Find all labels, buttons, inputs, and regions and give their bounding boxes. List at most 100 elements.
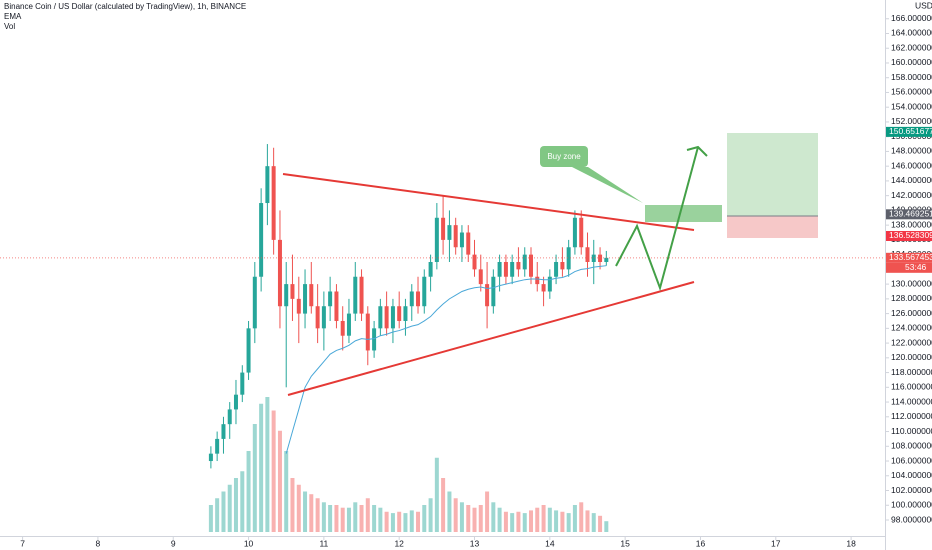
candle-body bbox=[516, 262, 521, 270]
y-tick-label: 98.0000000 bbox=[891, 514, 932, 524]
y-tick-label: 110.0000000 bbox=[891, 426, 932, 436]
candle-body bbox=[447, 225, 452, 240]
candle-body bbox=[522, 254, 527, 270]
candle-body bbox=[334, 291, 339, 321]
y-tick-label: 164.0000000 bbox=[891, 28, 932, 38]
plot bbox=[0, 144, 885, 532]
candle-body bbox=[359, 276, 364, 314]
candle-body bbox=[397, 306, 402, 321]
volume-bar bbox=[252, 424, 257, 532]
y-tick-label: 148.0000000 bbox=[891, 146, 932, 156]
price-axis: 98.0000000 100.0000000 102.0000000 104.0000… bbox=[885, 13, 932, 524]
callout-text: Buy zone bbox=[547, 152, 581, 161]
price-label: 150.6516775 bbox=[889, 126, 932, 136]
candle-body bbox=[572, 217, 577, 248]
x-tick-label: 9 bbox=[171, 538, 176, 548]
candle-body bbox=[271, 166, 276, 240]
candle-body bbox=[459, 232, 464, 248]
candle-body bbox=[453, 225, 458, 248]
y-tick-label: 118.0000000 bbox=[891, 367, 932, 377]
volume-bar bbox=[359, 505, 364, 532]
volume-bar bbox=[365, 498, 370, 532]
candle-body bbox=[233, 394, 238, 410]
candle-body bbox=[284, 284, 289, 307]
volume-bar bbox=[384, 511, 389, 532]
volume-bar bbox=[428, 498, 433, 532]
volume-bar bbox=[491, 502, 496, 532]
volume-bar bbox=[315, 498, 320, 532]
chart-title: Binance Coin / US Dollar (calculated by … bbox=[4, 2, 246, 11]
candle-body bbox=[485, 284, 490, 307]
y-tick-label: 146.0000000 bbox=[891, 160, 932, 170]
volume-bar bbox=[296, 484, 301, 532]
volume-bar bbox=[485, 491, 490, 532]
candle-body bbox=[566, 247, 571, 270]
x-tick-label: 13 bbox=[470, 538, 480, 548]
arrow-head bbox=[686, 145, 708, 157]
volume-bar bbox=[416, 511, 421, 532]
callout-pointer bbox=[572, 167, 643, 203]
candle-body bbox=[585, 247, 590, 262]
volume-bar bbox=[466, 505, 471, 532]
volume-bar bbox=[478, 505, 483, 532]
volume-bar bbox=[516, 511, 521, 532]
candle-body bbox=[378, 306, 383, 329]
candle-body bbox=[491, 276, 496, 307]
volume-bar bbox=[208, 505, 213, 532]
trend-line bbox=[282, 173, 695, 231]
candle-body bbox=[321, 306, 326, 329]
candle-body bbox=[541, 284, 546, 292]
candle-body bbox=[591, 254, 596, 262]
y-tick-label: 158.0000000 bbox=[891, 72, 932, 82]
volume-bar bbox=[403, 513, 408, 532]
candle-body bbox=[560, 262, 565, 270]
y-tick-label: 152.0000000 bbox=[891, 116, 932, 126]
x-tick-label: 17 bbox=[771, 538, 781, 548]
volume-bar bbox=[353, 502, 358, 532]
volume-bar bbox=[572, 505, 577, 532]
candle-body bbox=[346, 313, 351, 336]
volume-bar bbox=[321, 502, 326, 532]
volume-bar bbox=[290, 478, 295, 532]
volume-bar bbox=[227, 484, 232, 532]
indicator-label: Vol bbox=[4, 22, 15, 31]
y-tick-label: 166.0000000 bbox=[891, 13, 932, 23]
volume-bar bbox=[547, 507, 552, 532]
volume-bar bbox=[453, 498, 458, 532]
y-tick-label: 116.0000000 bbox=[891, 382, 932, 392]
candle-body bbox=[434, 217, 439, 262]
y-tick-label: 160.0000000 bbox=[891, 57, 932, 67]
candle-body bbox=[290, 284, 295, 299]
candle-body bbox=[529, 254, 533, 277]
ema-line bbox=[285, 265, 607, 454]
volume-bar bbox=[422, 505, 427, 532]
volume-bar bbox=[309, 494, 314, 532]
trend-line bbox=[287, 281, 695, 396]
indicator-label: EMA bbox=[4, 12, 22, 21]
volume-bar bbox=[441, 478, 446, 532]
x-tick-label: 12 bbox=[394, 538, 404, 548]
volume-bar bbox=[560, 511, 565, 532]
volume-bar bbox=[340, 507, 345, 532]
candle-body bbox=[208, 453, 213, 462]
volume-bar bbox=[409, 510, 414, 532]
price-label: 136.5283090 bbox=[889, 230, 932, 240]
y-tick-label: 154.0000000 bbox=[891, 101, 932, 111]
candle-body bbox=[240, 372, 245, 395]
x-tick-label: 11 bbox=[319, 538, 328, 548]
x-tick-label: 15 bbox=[620, 538, 630, 548]
volume-bar bbox=[510, 513, 515, 532]
candle-body bbox=[221, 424, 226, 439]
y-tick-label: 120.0000000 bbox=[891, 352, 932, 362]
candle-body bbox=[579, 217, 584, 248]
price-label-bg bbox=[886, 126, 932, 137]
candle-body bbox=[384, 306, 389, 329]
x-tick-label: 8 bbox=[96, 538, 101, 548]
y-tick-label: 156.0000000 bbox=[891, 87, 932, 97]
candle-body bbox=[604, 257, 609, 262]
x-tick-label: 16 bbox=[696, 538, 706, 548]
volume-bar bbox=[554, 510, 559, 532]
y-tick-label: 108.0000000 bbox=[891, 441, 932, 451]
y-tick-label: 162.0000000 bbox=[891, 42, 932, 52]
volume-bar bbox=[303, 491, 308, 532]
